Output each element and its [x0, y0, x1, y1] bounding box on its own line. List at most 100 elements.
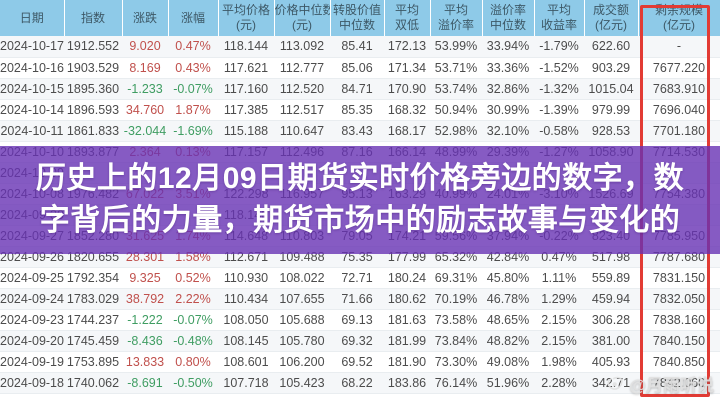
- cell-median-price: 105.423: [274, 372, 330, 394]
- cell-change-pct: -0.07%: [168, 78, 218, 100]
- column-header-change: 涨跌: [122, 0, 169, 36]
- cell-index: 1792.354: [64, 267, 122, 289]
- cell-avg-premium: 52.98%: [430, 120, 482, 142]
- cell-avg-yield: -1.39%: [534, 99, 584, 121]
- cell-date: 2024-09-18: [0, 372, 64, 394]
- cell-turnover: 903.29: [584, 57, 638, 79]
- cell-remaining-scale: 7683.910: [638, 78, 720, 100]
- cell-median-conv-value: 69.32: [330, 330, 384, 352]
- cell-avg-double-low: 180.24: [384, 267, 430, 289]
- cell-turnover: 459.94: [584, 288, 638, 310]
- cell-avg-price: 117.385: [218, 99, 274, 121]
- cell-remaining-scale: 7701.180: [638, 120, 720, 142]
- cell-change-pct: -0.50%: [168, 372, 218, 394]
- cell-avg-premium: 69.31%: [430, 267, 482, 289]
- cell-index: 1861.833: [64, 120, 122, 142]
- column-header-change-pct: 涨幅: [168, 0, 219, 36]
- cell-date: 2024-10-16: [0, 57, 64, 79]
- cell-remaining-scale: 7696.040: [638, 99, 720, 121]
- cell-avg-price: 117.160: [218, 78, 274, 100]
- cell-date: 2024-09-23: [0, 309, 64, 331]
- cell-median-conv-value: 69.13: [330, 309, 384, 331]
- cell-change-pct: -0.07%: [168, 309, 218, 331]
- cell-avg-yield: 1.11%: [534, 267, 584, 289]
- cell-median-premium: 49.08%: [482, 351, 534, 373]
- cell-avg-yield: 2.15%: [534, 330, 584, 352]
- cell-avg-yield: 1.29%: [534, 288, 584, 310]
- cell-avg-yield: 2.15%: [534, 309, 584, 331]
- table-row: 2024-10-17 1912.552 9.020 0.47% 118.144 113.0…: [0, 36, 720, 58]
- column-header-avg-double-low: 平均 双低: [384, 0, 431, 36]
- cell-index: 1912.552: [64, 36, 122, 58]
- table-row: 2024-09-23 1744.237 -1.222 -0.07% 108.050 105…: [0, 309, 720, 331]
- cell-avg-price: 107.718: [218, 372, 274, 394]
- cell-avg-premium: 53.71%: [430, 57, 482, 79]
- cell-index: 1903.529: [64, 57, 122, 79]
- cell-avg-premium: 73.58%: [430, 309, 482, 331]
- cell-median-premium: 51.96%: [482, 372, 534, 394]
- table-header: 日期 指数 涨跌 涨幅 平均价格 (元) 价格中位数 (元) 转股价值 中位数 平均 双低 平均 溢价率溢…: [0, 0, 720, 36]
- cell-median-premium: 48.65%: [482, 309, 534, 331]
- cell-median-price: 106.200: [274, 351, 330, 373]
- cell-median-price: 112.517: [274, 99, 330, 121]
- column-header-avg-price: 平均价格 (元): [218, 0, 275, 36]
- cell-index: 1753.895: [64, 351, 122, 373]
- cell-turnover: 559.89: [584, 267, 638, 289]
- cell-median-conv-value: 72.71: [330, 267, 384, 289]
- cell-change-pct: 0.43%: [168, 57, 218, 79]
- cell-turnover: 405.93: [584, 351, 638, 373]
- cell-median-price: 108.022: [274, 267, 330, 289]
- column-header-median-price: 价格中位数 (元): [274, 0, 331, 36]
- cell-date: 2024-09-19: [0, 351, 64, 373]
- cell-index: 1783.029: [64, 288, 122, 310]
- cell-remaining-scale: 7842.060: [638, 372, 720, 394]
- cell-change-pct: 2.22%: [168, 288, 218, 310]
- cell-change: 9.325: [122, 267, 168, 289]
- cell-change-pct: -1.69%: [168, 120, 218, 142]
- cell-date: 2024-10-14: [0, 99, 64, 121]
- cell-change: 9.020: [122, 36, 168, 58]
- cell-avg-price: 110.434: [218, 288, 274, 310]
- cell-avg-premium: 53.99%: [430, 36, 482, 58]
- cell-turnover: 306.28: [584, 309, 638, 331]
- cell-index: 1896.593: [64, 99, 122, 121]
- column-header-date: 日期: [0, 0, 65, 36]
- cell-median-premium: 33.94%: [482, 36, 534, 58]
- cell-avg-price: 108.050: [218, 309, 274, 331]
- cell-median-premium: 33.36%: [482, 57, 534, 79]
- cell-median-conv-value: 84.71: [330, 78, 384, 100]
- cell-change: 34.760: [122, 99, 168, 121]
- cell-median-premium: 48.82%: [482, 330, 534, 352]
- table-row: 2024-10-14 1896.593 34.760 1.87% 117.385 112.…: [0, 99, 720, 121]
- cell-avg-yield: -0.58%: [534, 120, 584, 142]
- cell-index: 1740.062: [64, 372, 122, 394]
- cell-date: 2024-10-15: [0, 78, 64, 100]
- cell-avg-price: 108.601: [218, 351, 274, 373]
- cell-index: 1895.360: [64, 78, 122, 100]
- cell-change-pct: 1.87%: [168, 99, 218, 121]
- cell-change: -8.691: [122, 372, 168, 394]
- cell-avg-price: 118.144: [218, 36, 274, 58]
- table-row: 2024-09-19 1753.895 13.833 0.80% 108.601 106.…: [0, 351, 720, 373]
- cell-median-conv-value: 68.22: [330, 372, 384, 394]
- cell-median-price: 107.655: [274, 288, 330, 310]
- cell-median-conv-value: 83.43: [330, 120, 384, 142]
- cell-change: -8.436: [122, 330, 168, 352]
- cell-remaining-scale: 7840.850: [638, 351, 720, 373]
- cell-median-price: 105.780: [274, 330, 330, 352]
- cell-index: 1744.237: [64, 309, 122, 331]
- cell-median-premium: 32.86%: [482, 78, 534, 100]
- cell-remaining-scale: 7677.220: [638, 57, 720, 79]
- cell-date: 2024-09-25: [0, 267, 64, 289]
- cell-median-conv-value: 85.35: [330, 99, 384, 121]
- cell-avg-premium: 76.14%: [430, 372, 482, 394]
- cell-avg-double-low: 170.90: [384, 78, 430, 100]
- cell-remaining-scale: 7838.160: [638, 309, 720, 331]
- cell-median-price: 113.092: [274, 36, 330, 58]
- cell-avg-double-low: 168.17: [384, 120, 430, 142]
- cell-avg-price: 115.188: [218, 120, 274, 142]
- cell-avg-yield: -1.79%: [534, 36, 584, 58]
- table-row: 2024-10-16 1903.529 8.169 0.43% 117.621 112.7…: [0, 57, 720, 79]
- column-header-turnover: 成交额 (亿元): [584, 0, 639, 36]
